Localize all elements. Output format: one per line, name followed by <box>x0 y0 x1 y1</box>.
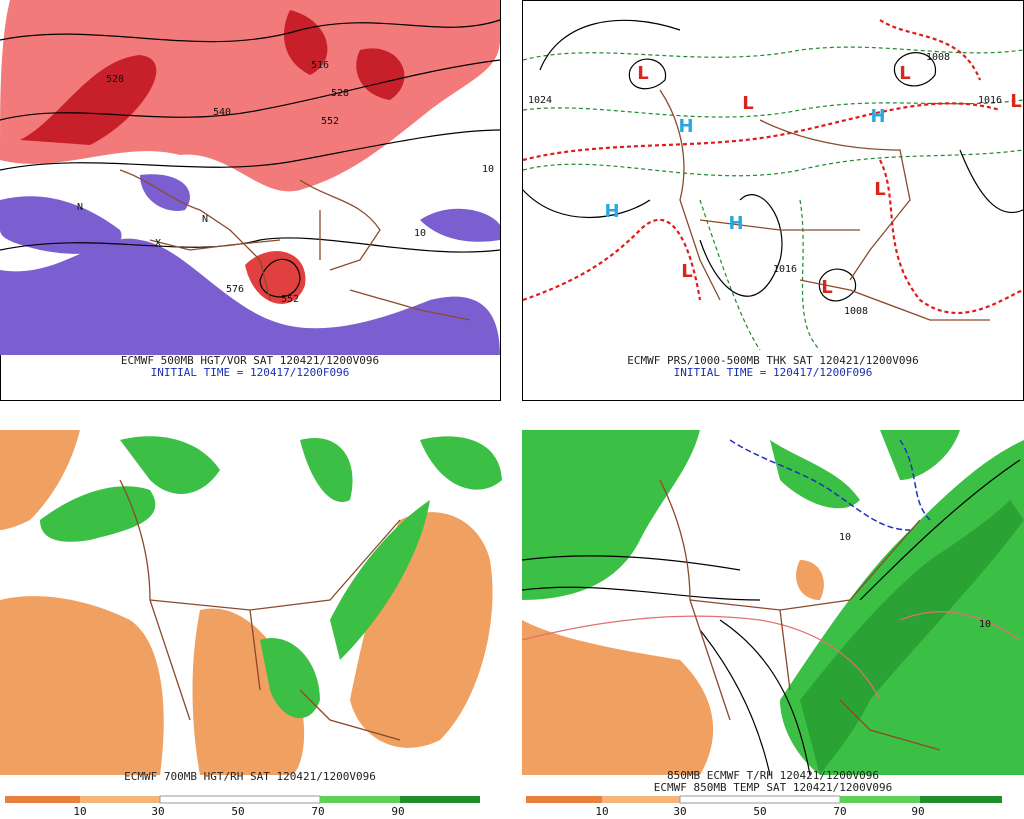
pressure-contour <box>522 19 1024 302</box>
map-label: N <box>77 202 83 213</box>
dry-area <box>0 430 493 775</box>
map-label: 540 <box>213 107 231 118</box>
coastline <box>659 89 990 321</box>
colorbar-segment <box>840 796 920 803</box>
colorbar-label: 70 <box>833 805 846 818</box>
panel-850mb: 10 10 850MB ECMWF T/RH 120421/1200V096 E… <box>521 430 1024 818</box>
low-marker: L <box>1010 91 1021 112</box>
map-label: 1008 <box>844 306 868 317</box>
low-marker: L <box>874 179 885 200</box>
caption: ECMWF PRS/1000-500MB THK SAT 120421/1200… <box>627 354 918 367</box>
colorbar-label: 30 <box>673 805 686 818</box>
negative-vorticity <box>0 238 500 355</box>
caption: ECMWF 500MB HGT/VOR SAT 120421/1200V096 <box>121 354 379 367</box>
vorticity-area <box>0 0 500 192</box>
colorbar-segment <box>400 796 480 803</box>
panel-700mb: ECMWF 700MB HGT/RH SAT 120421/1200V096 1… <box>0 430 502 818</box>
map-label: N <box>202 214 208 225</box>
colorbar-segment <box>159 795 321 804</box>
colorbar: 10 30 50 70 90 <box>5 795 480 818</box>
colorbar-label: 10 <box>73 805 86 818</box>
low-marker: L <box>637 63 648 84</box>
colorbar-segment <box>602 796 680 803</box>
caption: ECMWF 700MB HGT/RH SAT 120421/1200V096 <box>124 770 376 783</box>
colorbar-label: 70 <box>311 805 324 818</box>
coastline <box>659 479 941 751</box>
map-label: 552 <box>321 116 339 127</box>
colorbar-segment <box>679 795 841 804</box>
low-marker: L <box>899 63 910 84</box>
map-label: 1016 <box>978 95 1002 106</box>
colorbar-segment <box>80 796 160 803</box>
colorbar-segment <box>5 796 80 803</box>
colorbar-segment <box>526 796 602 803</box>
panel-pressure: H H H H L L L L L L L 1024 1016 1008 101… <box>522 0 1024 401</box>
colorbar-segment <box>920 796 1002 803</box>
map-label: 528 <box>106 74 124 85</box>
moist-area <box>40 436 502 719</box>
height-contour <box>0 19 501 298</box>
high-marker: H <box>728 213 743 234</box>
high-marker: H <box>870 106 885 127</box>
map-label: 516 <box>311 60 329 71</box>
vorticity-area <box>245 251 306 304</box>
panel-500mb: 528 540 552 516 528 10 10 N N X 576 552 … <box>0 0 501 401</box>
map-label: X <box>155 238 161 249</box>
map-label: 10 <box>839 532 851 543</box>
low-marker: L <box>681 261 692 282</box>
vorticity-core <box>20 10 405 145</box>
map-label: 528 <box>331 88 349 99</box>
colorbar-label: 10 <box>595 805 608 818</box>
coastline <box>119 479 401 741</box>
map-label: 552 <box>281 294 299 305</box>
warm-contour <box>521 611 1021 701</box>
high-marker: H <box>604 201 619 222</box>
negative-vorticity <box>0 174 500 254</box>
map-label: 1016 <box>773 264 797 275</box>
map-label: 10 <box>414 228 426 239</box>
colorbar-label: 50 <box>231 805 244 818</box>
subcaption: INITIAL TIME = 120417/1200F096 <box>674 366 873 379</box>
colorbar-label: 90 <box>391 805 404 818</box>
moist-area <box>522 430 1024 775</box>
colorbar-label: 90 <box>911 805 924 818</box>
low-marker: L <box>742 93 753 114</box>
temperature-contour <box>521 459 1021 776</box>
map-label: 1008 <box>926 52 950 63</box>
map-label: 10 <box>979 619 991 630</box>
moist-core <box>800 500 1024 775</box>
colorbar-label: 50 <box>753 805 766 818</box>
caption: 850MB ECMWF T/RH 120421/1200V096 <box>667 769 879 782</box>
dry-area <box>522 560 824 775</box>
map-label: 576 <box>226 284 244 295</box>
subcaption: ECMWF 850MB TEMP SAT 120421/1200V096 <box>654 781 892 794</box>
colorbar-segment <box>320 796 400 803</box>
colorbar: 10 30 50 70 90 <box>526 795 1002 818</box>
high-marker: H <box>678 116 693 137</box>
map-label: 1024 <box>528 95 552 106</box>
low-marker: L <box>821 277 832 298</box>
map-label: 10 <box>482 164 494 175</box>
subcaption: INITIAL TIME = 120417/1200F096 <box>151 366 350 379</box>
coastline <box>119 169 471 321</box>
zero-isotherm <box>729 439 931 531</box>
colorbar-label: 30 <box>151 805 164 818</box>
panel-frame <box>522 0 1024 401</box>
